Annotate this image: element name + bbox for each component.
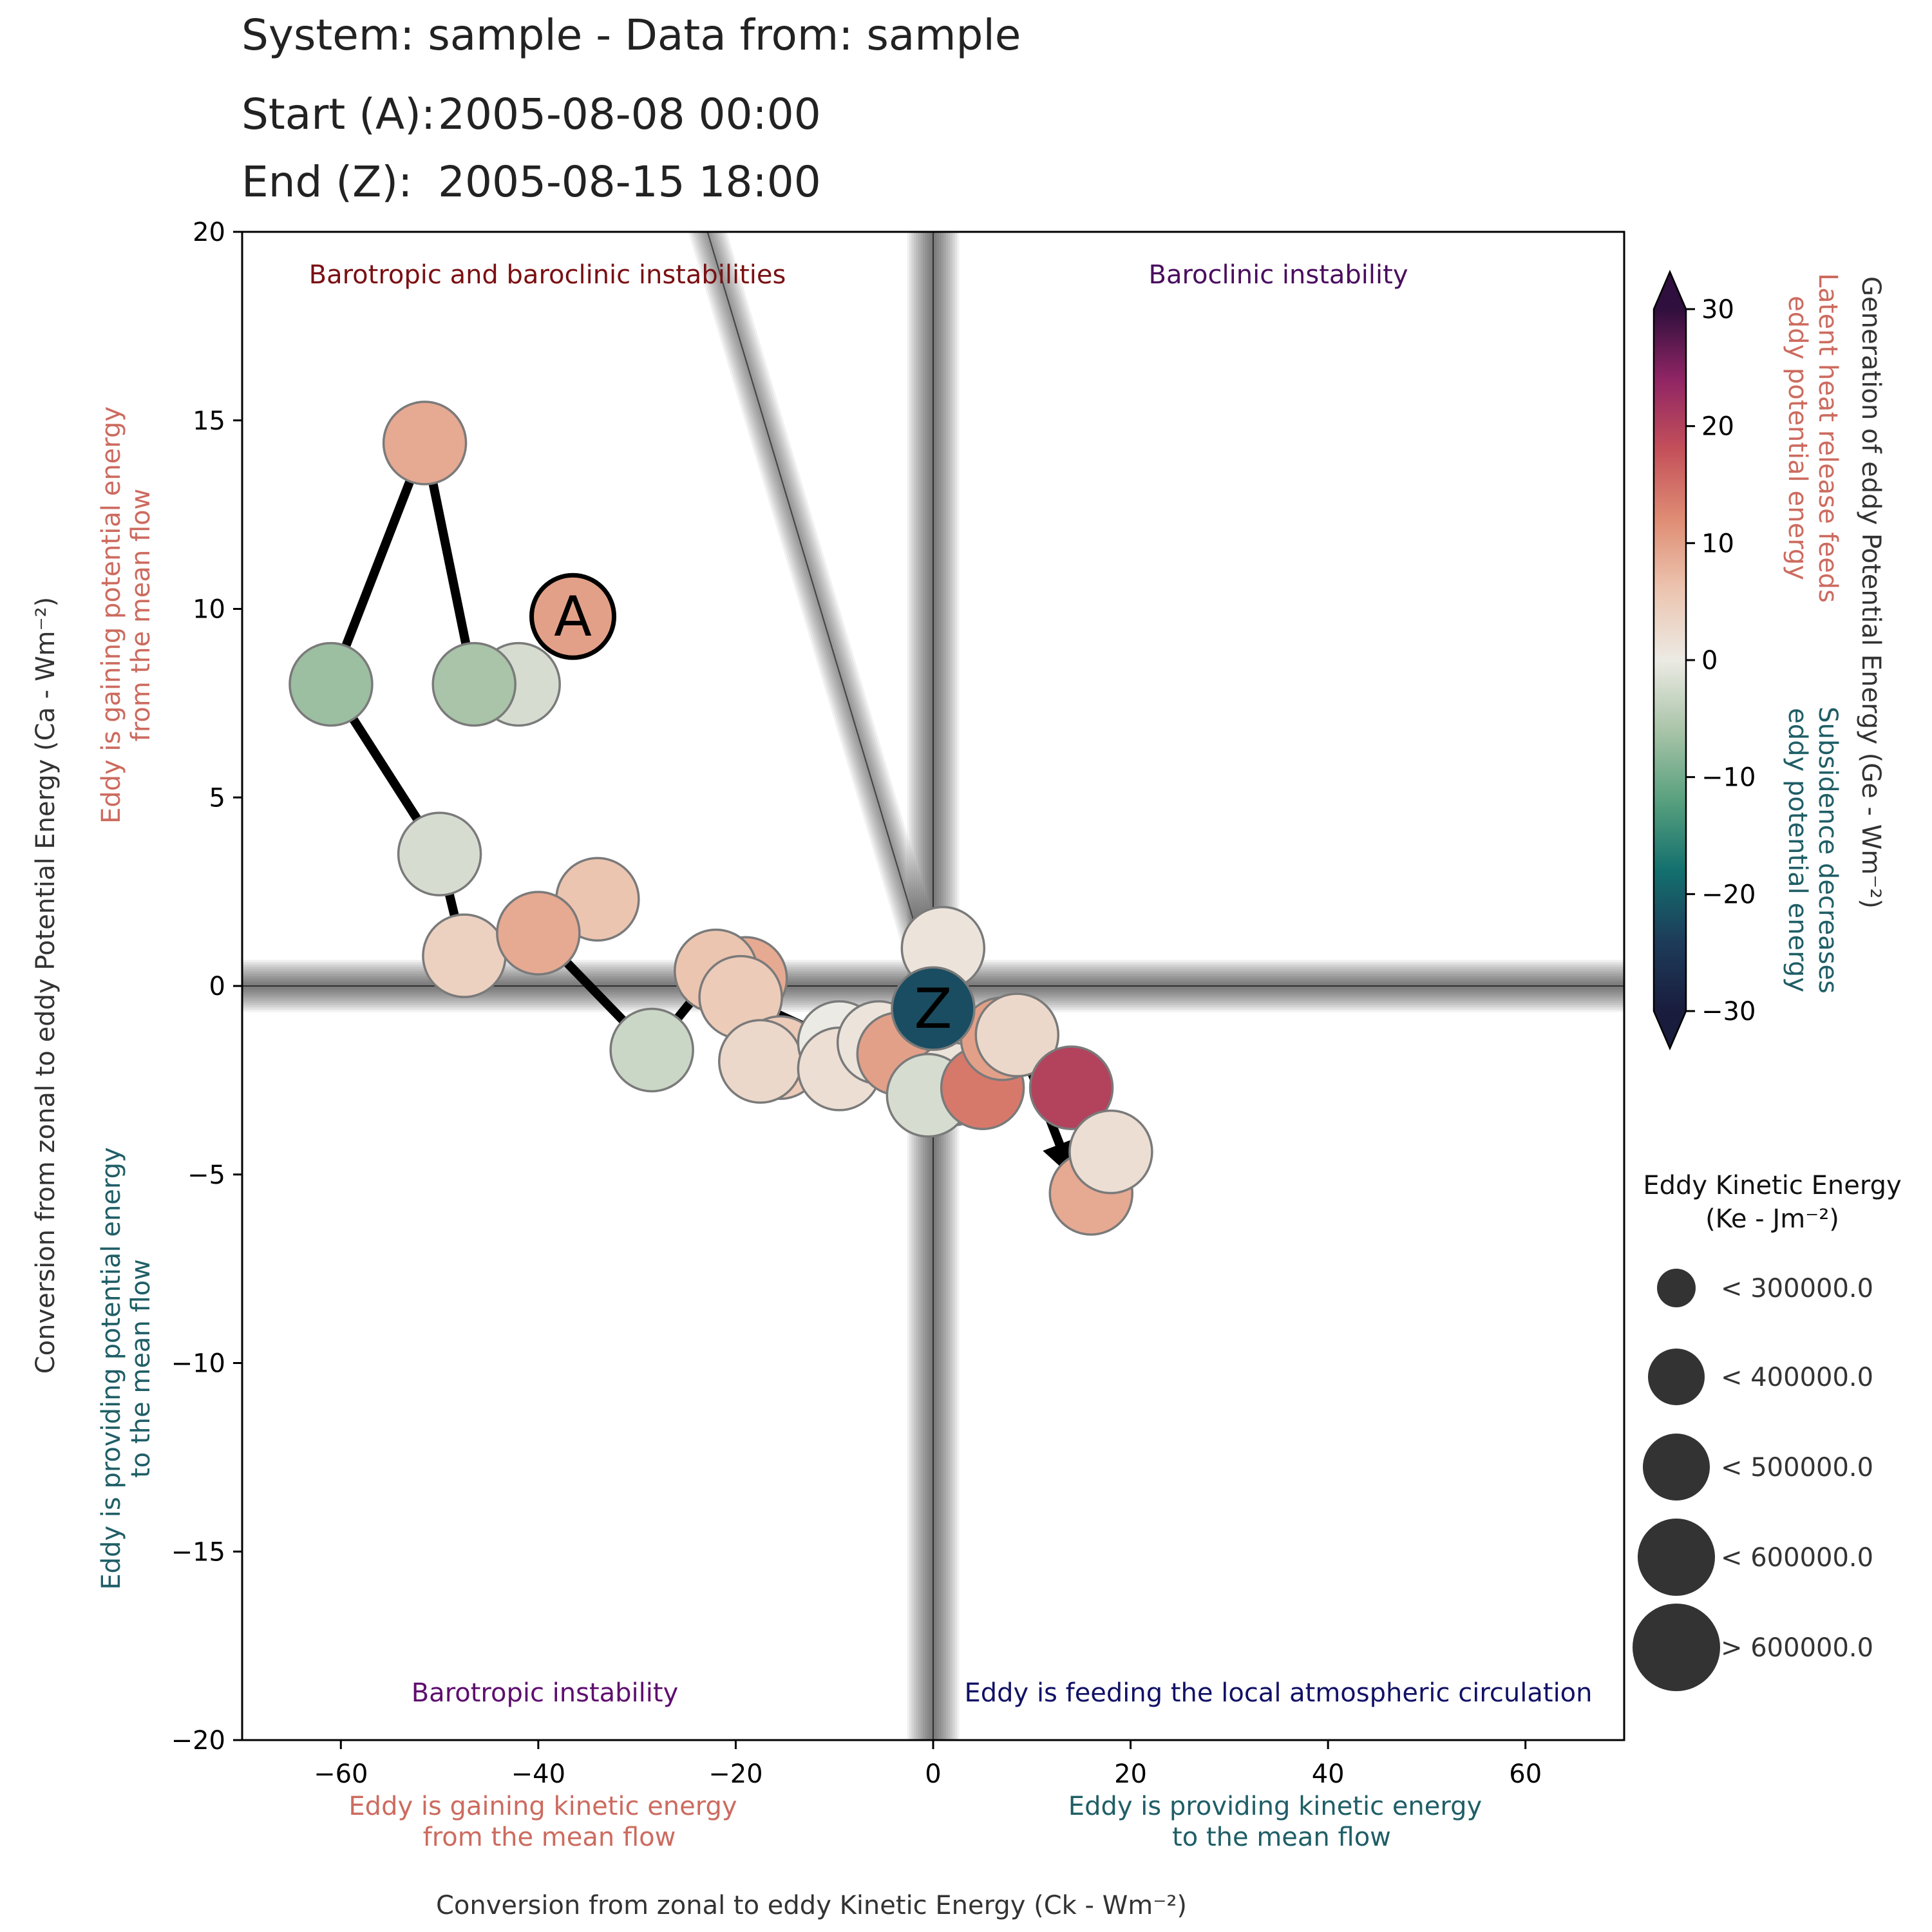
colorbar-tick-label: 10 — [1701, 529, 1734, 558]
size-legend-title-line2: (Ke - Jm⁻²) — [1705, 1204, 1839, 1234]
diagonal-line — [706, 232, 934, 987]
y-tick-label: −10 — [171, 1349, 225, 1379]
y-tick-label: −5 — [187, 1160, 225, 1190]
size-legend-label: < 500000.0 — [1721, 1453, 1873, 1482]
colorbar-negative-note-line2: eddy potential energy — [1783, 708, 1812, 992]
data-point — [496, 891, 581, 976]
start-row: Start (A):2005-08-08 00:00 — [242, 93, 821, 136]
x-tick-label: 60 — [1509, 1759, 1542, 1789]
colorbar-tick-label: −10 — [1701, 763, 1756, 793]
x-tick-label: −20 — [708, 1759, 762, 1789]
x-tick-label: −60 — [314, 1759, 368, 1789]
points-layer: AZ — [289, 401, 1153, 1236]
colorbar-positive-note-line2: eddy potential energy — [1783, 296, 1812, 580]
y-tick-label: −20 — [171, 1726, 225, 1756]
colorbar-tick-label: −30 — [1701, 997, 1756, 1027]
colorbar-tick-label: 0 — [1701, 646, 1718, 676]
trajectory-arrow — [326, 441, 430, 688]
y-tick-label: 10 — [193, 595, 225, 625]
end-value: 2005-08-15 18:00 — [438, 157, 821, 207]
size-legend-marker — [1633, 1604, 1720, 1691]
y-positive-note-line1: Eddy is gaining potential energy — [97, 406, 126, 824]
y-tick-label: 5 — [209, 783, 225, 813]
data-point — [609, 1007, 694, 1093]
size-legend-label: < 600000.0 — [1721, 1543, 1873, 1573]
y-axis-label: Conversion from zonal to eddy Potential … — [31, 597, 61, 1374]
chart-title: System: sample - Data from: sample — [242, 10, 1021, 60]
point-label-a: A — [554, 585, 592, 649]
data-point — [718, 1019, 803, 1104]
x-positive-note-line2: to the mean flow — [1172, 1823, 1391, 1852]
x-tick-label: 40 — [1312, 1759, 1345, 1789]
data-point — [431, 641, 516, 727]
colorbar-label: Generation of eddy Potential Energy (Ge … — [1856, 276, 1886, 909]
x-tick-label: 20 — [1114, 1759, 1147, 1789]
axes-layer: −60 −40 −20 0 20 40 60 −20 −15 −10 −5 0 5 10 15 20 Conve… — [31, 218, 1542, 1920]
size-legend-label: < 400000.0 — [1721, 1363, 1873, 1392]
size-legend-marker — [1638, 1519, 1715, 1596]
size-legend-marker — [1648, 1349, 1705, 1405]
x-tick-label: 0 — [925, 1759, 941, 1789]
quadrant-label-top-left: Barotropic and baroclinic instabilities — [309, 260, 786, 290]
colorbar-extend-max — [1654, 272, 1686, 309]
point-z — [891, 966, 976, 1051]
y-tick-label: −15 — [171, 1537, 225, 1567]
y-tick-label: 20 — [193, 218, 225, 247]
y-negative-note-line1: Eddy is providing potential energy — [97, 1147, 126, 1589]
x-positive-note-line1: Eddy is providing kinetic energy — [1068, 1792, 1482, 1821]
end-row: End (Z): 2005-08-15 18:00 — [242, 161, 821, 204]
start-value: 2005-08-08 00:00 — [438, 90, 821, 139]
point-label-z: Z — [914, 977, 952, 1041]
y-tick-label: 15 — [193, 406, 225, 436]
data-point — [1068, 1109, 1153, 1195]
size-legend-label: > 600000.0 — [1721, 1633, 1873, 1663]
colorbar-gradient — [1654, 309, 1686, 1011]
colorbar-tick-label: 20 — [1701, 412, 1734, 442]
size-legend-marker — [1657, 1269, 1696, 1307]
colorbar-negative-note-line1: Subsidence decreases — [1813, 706, 1842, 994]
size-legend-title-line1: Eddy Kinetic Energy — [1643, 1171, 1901, 1200]
colorbar-extend-min — [1654, 1011, 1686, 1048]
end-label: End (Z): — [242, 157, 413, 207]
data-point — [397, 811, 482, 896]
x-negative-note-line1: Eddy is gaining kinetic energy — [348, 1792, 737, 1821]
colorbar: 30 20 10 0 −10 −20 −30 Generation of eddy Poten… — [1653, 269, 1886, 1051]
quadrant-label-bottom-left: Barotropic instability — [412, 1678, 679, 1708]
quadrant-label-bottom-right: Eddy is feeding the local atmospheric ci… — [965, 1678, 1593, 1708]
size-legend: Eddy Kinetic Energy (Ke - Jm⁻²) < 300000.0… — [1633, 1171, 1902, 1691]
x-tick-label: −40 — [511, 1759, 565, 1789]
quadrant-label-top-right: Baroclinic instability — [1149, 260, 1408, 290]
y-tick-label: 0 — [209, 972, 225, 1001]
x-axis-label: Conversion from zonal to eddy Kinetic En… — [436, 1891, 1187, 1920]
data-point — [422, 913, 507, 998]
size-legend-marker — [1643, 1434, 1710, 1501]
data-point — [1028, 1045, 1114, 1130]
point-a — [529, 573, 617, 660]
annotations-layer: Barotropic and baroclinic instabilities B… — [97, 260, 1593, 1852]
y-negative-note-line2: to the mean flow — [126, 1259, 156, 1478]
colorbar-tick-label: 30 — [1701, 295, 1734, 325]
start-label: Start (A): — [242, 90, 436, 139]
y-positive-note-line2: from the mean flow — [126, 489, 156, 742]
data-point — [289, 641, 374, 727]
colorbar-positive-note-line1: Latent heat release feeds — [1813, 273, 1842, 603]
data-point — [974, 992, 1060, 1077]
colorbar-tick-label: −20 — [1701, 880, 1756, 909]
x-negative-note-line2: from the mean flow — [423, 1823, 676, 1852]
size-legend-label: < 300000.0 — [1721, 1274, 1873, 1303]
data-point — [382, 401, 468, 486]
